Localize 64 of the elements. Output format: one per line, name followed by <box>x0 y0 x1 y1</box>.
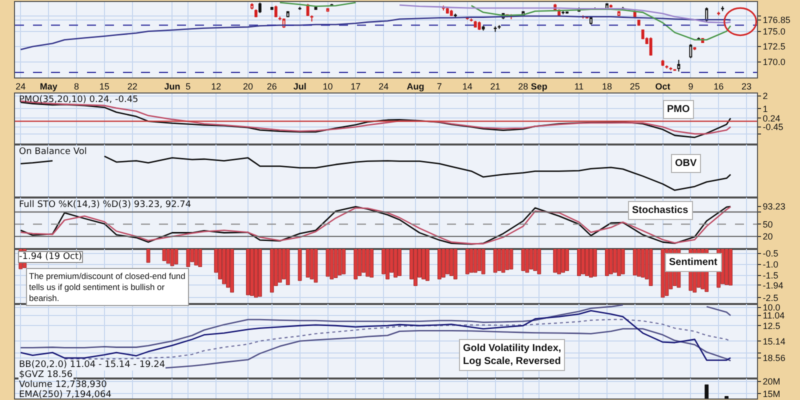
x-tick-label: 12 <box>211 81 222 92</box>
x-tick-label: 14 <box>462 81 472 92</box>
y-tick-label: -1.0 <box>762 260 778 270</box>
x-tick-label: May <box>40 81 58 92</box>
x-tick-label: 16 <box>714 81 724 92</box>
chart-title: -1.94 (19 Oct) <box>19 252 82 262</box>
x-tick-label: 28 <box>518 81 528 92</box>
x-tick-label: 21 <box>490 81 500 92</box>
chart-title: On Balance Vol <box>19 147 87 157</box>
x-tick-label: 24 <box>16 81 26 92</box>
y-tick-label: -2.5 <box>762 292 778 303</box>
annotation: Sentiment <box>669 257 718 268</box>
x-tick-label: 23 <box>742 81 752 92</box>
x-tick-label: Oct <box>655 81 670 92</box>
x-tick-label: 10 <box>322 81 333 92</box>
annotation: PMO <box>667 104 690 115</box>
y-tick-label: 18.56 <box>762 352 786 363</box>
y-tick-label: 12.5 <box>762 320 780 331</box>
chart-title: Full STO %K(14,3) %D(3) 93.23, 92.74 <box>19 200 192 210</box>
y-tick-label: 93.23 <box>762 202 786 212</box>
text: $GVZ 18.56 <box>19 370 73 380</box>
y-tick-label: 15M <box>762 388 780 399</box>
y-tick-label: 176.85 <box>762 15 790 26</box>
y-tick-label: 175.0 <box>762 26 786 36</box>
x-tick-label: 18 <box>602 81 612 92</box>
x-tick-label: 9 <box>688 81 694 92</box>
x-tick-label: Aug <box>406 81 424 92</box>
x-tick-label: Jul <box>293 81 306 92</box>
x-tick-label: 8 <box>74 81 79 92</box>
annotation: Stochastics <box>632 205 689 216</box>
y-tick-label: -0.5 <box>762 248 778 259</box>
y-tick-label: 1 <box>762 104 768 114</box>
y-tick-label: 172.5 <box>762 42 786 52</box>
y-tick-label: 0.24 <box>762 113 780 124</box>
annotation: Gold Volatility Index, Log Scale, Reversed <box>463 343 562 367</box>
y-tick-label: 10.0 <box>762 302 780 313</box>
y-tick-label: 2 <box>762 91 768 102</box>
x-tick-label: 24 <box>378 81 389 92</box>
y-tick-label: -1.94 <box>762 280 784 290</box>
x-tick-label: Jun <box>164 81 180 92</box>
y-tick-label: 11.04 <box>762 310 785 321</box>
text: EMA(250) 7,194,064 <box>19 390 112 400</box>
x-tick-label: 11 <box>574 81 584 92</box>
y-tick-label: -1.5 <box>762 270 778 281</box>
y-tick-label: 15.14 <box>762 336 786 346</box>
y-tick-label: -0.45 <box>762 122 784 132</box>
chart-title: PMO(35,20,10) 0.24, -0.45 <box>19 95 138 105</box>
x-tick-label: 7 <box>436 81 442 92</box>
x-tick-label: 22 <box>127 81 138 92</box>
x-tick-label: 5 <box>186 81 191 92</box>
chart-title: Volume 12,738,930 <box>19 380 108 390</box>
x-tick-label: Sep <box>530 81 548 92</box>
y-tick-label: 170.0 <box>762 56 786 67</box>
x-tick-label: 15 <box>99 81 110 92</box>
annotation: OBV <box>675 158 697 169</box>
x-tick-label: 25 <box>630 81 640 92</box>
text: BB(20,2.0) 11.04 - 15.14 - 19.24 <box>19 360 166 370</box>
y-tick-label: 20 <box>762 232 773 242</box>
annotation: The premium/discount of closed-end fund tells us if gold sentiment is bullish or bearish. <box>29 271 186 304</box>
x-tick-label: 17 <box>350 81 361 92</box>
y-tick-label: 50 <box>762 219 773 230</box>
x-tick-label: 20 <box>242 81 253 92</box>
x-tick-label: 26 <box>266 81 277 92</box>
y-tick-label: 20M <box>762 376 780 387</box>
